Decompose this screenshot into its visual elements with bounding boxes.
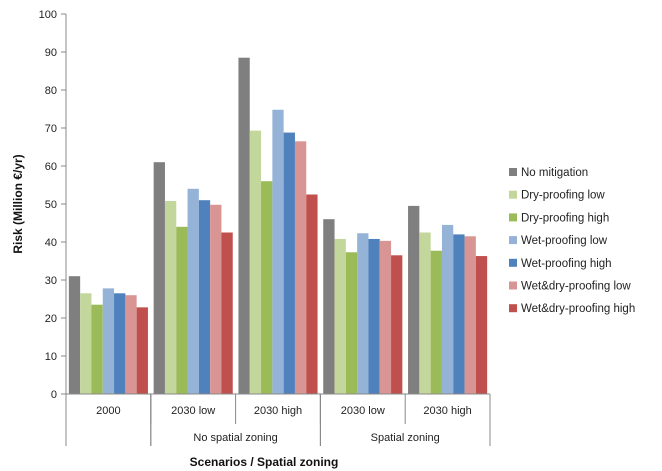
bar [453,234,465,394]
axes [65,14,490,395]
bar [294,141,307,394]
legend-label: Wet-proofing high [521,258,612,270]
legend-swatch [509,281,517,290]
bar [210,204,222,394]
bar [430,250,442,394]
y-tick-label: 30 [45,275,57,287]
legend-label: Wet&dry-proofing low [521,281,631,293]
legend-label: Dry-proofing high [521,212,609,224]
x-tick-label: 2030 high [254,405,302,417]
legend-label: Wet&dry-proofing high [521,303,635,315]
y-tick-label: 10 [45,351,57,363]
y-axis-ticks: 0 10 20 30 40 50 60 70 80 90 100 [39,9,66,401]
legend-swatch [509,304,517,313]
x-axis-title: Scenarios / Spatial zoning [190,455,339,469]
bar [441,224,454,394]
bar [164,200,177,394]
bar [306,194,318,394]
legend-label: No mitigation [521,167,588,179]
y-tick-label: 100 [39,9,57,21]
bar [136,307,148,394]
bar [153,162,165,394]
bar [187,188,199,394]
bar [198,200,211,394]
bar [272,109,284,394]
bar [334,238,346,394]
x-tick-label: 2000 [96,405,120,417]
x-tick-label: 2030 low [341,405,385,417]
bar [419,232,431,394]
bar [345,252,358,394]
bar [68,276,81,394]
bar-series [68,57,488,394]
y-axis-title: Risk (Million €/yr) [11,154,25,253]
bar [102,288,115,394]
legend-swatch [509,168,517,176]
group-label: Spatial zoning [371,432,440,444]
bar [176,226,188,394]
x-axis-ticks: 2000 2030 low 2030 high 2030 low 2030 high No… [65,394,491,446]
bar [368,238,380,394]
bar [80,293,92,394]
y-tick-label: 50 [45,199,57,211]
bar [283,132,295,394]
bar [125,295,137,394]
bar [91,304,103,394]
bar [323,219,335,394]
legend: No mitigation Dry-proofing low Dry-proofin… [509,167,635,315]
bar [114,293,126,394]
x-tick-label: 2030 high [423,405,471,417]
x-tick-label: 2030 low [171,405,215,417]
legend-label: Dry-proofing low [521,190,605,202]
legend-label: Wet-proofing low [521,235,608,247]
legend-swatch [509,236,517,245]
bar [238,57,250,394]
legend-swatch [509,258,517,267]
y-tick-label: 90 [45,47,57,59]
group-label: No spatial zoning [193,432,277,444]
y-tick-label: 0 [51,389,57,401]
y-tick-label: 80 [45,85,57,97]
bar [261,181,273,394]
y-tick-label: 60 [45,161,57,173]
legend-swatch [509,213,517,222]
bar [249,130,262,394]
y-tick-label: 40 [45,237,57,249]
bar [391,255,403,394]
y-tick-label: 20 [45,313,57,325]
bar [221,232,233,394]
bar [475,256,488,394]
y-tick-label: 70 [45,123,57,135]
bar [357,233,369,394]
bar [379,240,392,394]
bar [408,205,420,394]
bar [464,236,476,394]
legend-swatch [509,190,517,199]
